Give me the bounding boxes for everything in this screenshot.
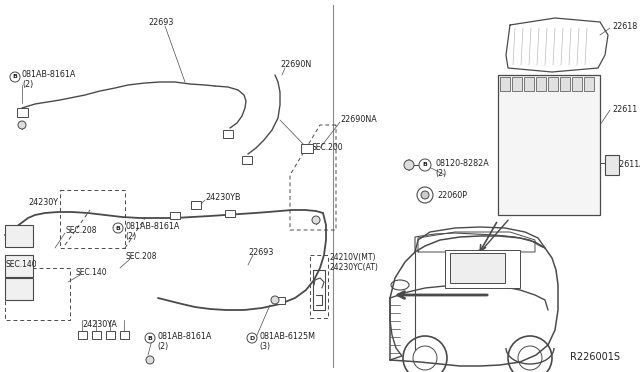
Bar — [17, 108, 28, 116]
Text: 22611: 22611 — [612, 105, 637, 114]
Text: SEC.140: SEC.140 — [5, 260, 36, 269]
Text: R226001S: R226001S — [570, 352, 620, 362]
Ellipse shape — [391, 280, 409, 290]
Circle shape — [404, 160, 414, 170]
Text: B: B — [422, 163, 428, 167]
Text: 22693: 22693 — [248, 248, 273, 257]
Text: B: B — [116, 225, 120, 231]
Circle shape — [271, 296, 279, 304]
Circle shape — [145, 333, 155, 343]
Bar — [572, 77, 582, 91]
Bar — [242, 156, 252, 164]
Bar — [191, 201, 201, 209]
Text: 22690NA: 22690NA — [340, 115, 377, 124]
Text: 22060P: 22060P — [437, 191, 467, 200]
Bar — [301, 144, 313, 153]
Bar — [92, 331, 100, 339]
Text: 081AB-8161A: 081AB-8161A — [125, 222, 179, 231]
Bar — [77, 331, 86, 339]
Bar — [524, 77, 534, 91]
Bar — [500, 77, 510, 91]
Text: 24230YB: 24230YB — [205, 193, 241, 202]
Bar — [605, 155, 619, 175]
Bar — [5, 225, 33, 247]
Text: D: D — [250, 336, 255, 340]
Bar — [5, 255, 33, 277]
Bar — [498, 75, 600, 215]
Bar — [560, 77, 570, 91]
Circle shape — [419, 159, 431, 171]
Circle shape — [247, 333, 257, 343]
Bar — [223, 130, 233, 138]
Circle shape — [113, 223, 123, 233]
Bar — [512, 77, 522, 91]
Text: B: B — [13, 74, 17, 80]
Text: (2): (2) — [125, 232, 136, 241]
Bar — [106, 331, 115, 339]
Circle shape — [146, 356, 154, 364]
Text: 22611A: 22611A — [614, 160, 640, 169]
Bar — [584, 77, 594, 91]
Circle shape — [10, 72, 20, 82]
Bar — [120, 331, 129, 339]
Text: 081AB-6125M: 081AB-6125M — [259, 332, 315, 341]
Text: 081AB-8161A: 081AB-8161A — [22, 70, 76, 79]
Text: 22618: 22618 — [612, 22, 637, 31]
Text: SEC.200: SEC.200 — [311, 143, 342, 152]
Text: 24210V(MT): 24210V(MT) — [330, 253, 376, 262]
Text: 24230YC(AT): 24230YC(AT) — [330, 263, 379, 272]
Text: 22690N: 22690N — [280, 60, 311, 69]
Text: 081AB-8161A: 081AB-8161A — [157, 332, 211, 341]
Bar — [225, 209, 235, 217]
Bar — [170, 212, 180, 218]
Bar — [450, 253, 505, 283]
Circle shape — [312, 216, 320, 224]
Text: (2): (2) — [435, 169, 446, 178]
Text: 22693: 22693 — [148, 18, 173, 27]
Text: 24230YA: 24230YA — [82, 320, 117, 329]
Text: 08120-8282A: 08120-8282A — [435, 159, 489, 168]
Bar — [536, 77, 546, 91]
Bar — [5, 278, 33, 300]
Circle shape — [421, 191, 429, 199]
Text: B: B — [148, 336, 152, 340]
Text: (3): (3) — [259, 342, 270, 351]
Text: (2): (2) — [157, 342, 168, 351]
Text: SEC.140: SEC.140 — [75, 268, 107, 277]
Bar — [275, 296, 285, 304]
Text: (2): (2) — [22, 80, 33, 89]
Bar — [548, 77, 558, 91]
Text: 24230Y: 24230Y — [28, 198, 58, 207]
Circle shape — [18, 121, 26, 129]
Text: SEC.208: SEC.208 — [65, 226, 97, 235]
Text: SEC.208: SEC.208 — [125, 252, 157, 261]
Bar — [445, 250, 520, 288]
